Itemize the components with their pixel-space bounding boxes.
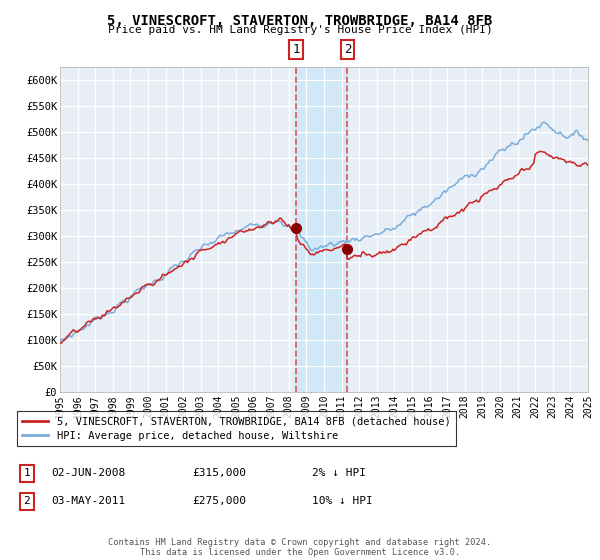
Text: 03-MAY-2011: 03-MAY-2011 (51, 496, 125, 506)
Text: £275,000: £275,000 (192, 496, 246, 506)
Text: Contains HM Land Registry data © Crown copyright and database right 2024.
This d: Contains HM Land Registry data © Crown c… (109, 538, 491, 557)
Text: 2% ↓ HPI: 2% ↓ HPI (312, 468, 366, 478)
Text: 5, VINESCROFT, STAVERTON, TROWBRIDGE, BA14 8FB: 5, VINESCROFT, STAVERTON, TROWBRIDGE, BA… (107, 14, 493, 28)
Text: 10% ↓ HPI: 10% ↓ HPI (312, 496, 373, 506)
Text: 2: 2 (23, 496, 31, 506)
Text: 1: 1 (23, 468, 31, 478)
Bar (296, 67, 347, 392)
Text: £315,000: £315,000 (192, 468, 246, 478)
Text: Price paid vs. HM Land Registry's House Price Index (HPI): Price paid vs. HM Land Registry's House … (107, 25, 493, 35)
Text: 02-JUN-2008: 02-JUN-2008 (51, 468, 125, 478)
Text: 1: 1 (292, 43, 300, 56)
Text: 2: 2 (344, 43, 351, 56)
Legend: 5, VINESCROFT, STAVERTON, TROWBRIDGE, BA14 8FB (detached house), HPI: Average pr: 5, VINESCROFT, STAVERTON, TROWBRIDGE, BA… (17, 411, 456, 446)
